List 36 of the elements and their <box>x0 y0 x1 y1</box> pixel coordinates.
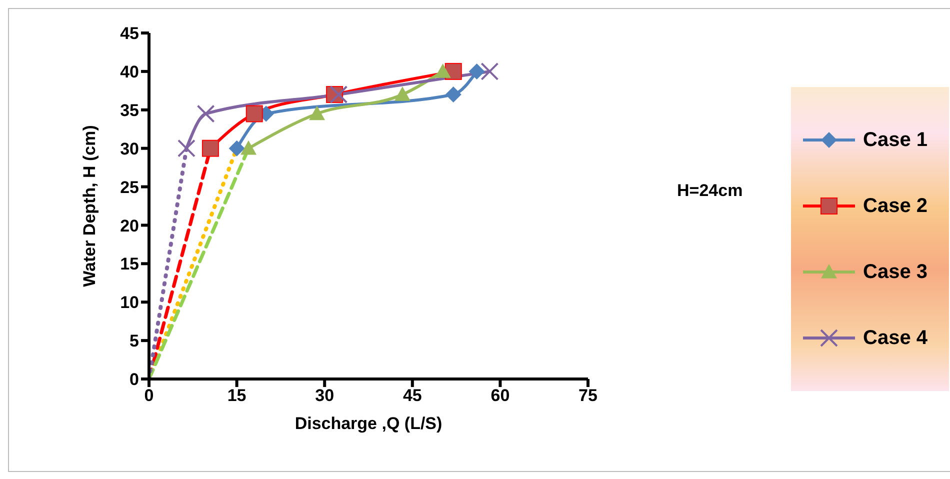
y-tick-label: 35 <box>120 100 139 120</box>
y-tick-label: 30 <box>120 139 139 158</box>
y-tick-label: 15 <box>120 254 139 274</box>
point <box>246 105 263 122</box>
y-tick-label: 45 <box>120 24 139 44</box>
x-axis-title: Discharge ,Q (L/S) <box>294 414 442 433</box>
point <box>202 140 219 157</box>
point <box>240 140 257 155</box>
legend-label: Case 2 <box>862 194 928 218</box>
point <box>445 86 462 103</box>
y-axis-title: Water Depth, H (cm) <box>80 125 100 287</box>
x-tick-label: 30 <box>315 386 334 406</box>
point <box>228 140 245 156</box>
x-tick-label: 75 <box>578 386 598 406</box>
point <box>394 86 410 101</box>
point <box>177 139 196 158</box>
y-tick-label: 40 <box>120 62 139 82</box>
point <box>468 63 485 80</box>
x-tick-label: 45 <box>402 386 422 406</box>
x-tick-label: 60 <box>490 386 510 406</box>
y-tick-label: 0 <box>130 370 139 390</box>
y-tick-label: 5 <box>130 332 139 351</box>
point <box>480 62 499 80</box>
y-tick-label: 10 <box>120 293 139 312</box>
y-tick-label: 20 <box>120 216 139 236</box>
x-tick-label: 0 <box>144 386 154 406</box>
point <box>308 106 325 120</box>
point <box>330 86 348 104</box>
y-tick-label: 25 <box>120 178 139 197</box>
point <box>434 63 451 78</box>
legend-label: Case 1 <box>862 128 928 152</box>
legend-label: Case 3 <box>862 260 928 284</box>
point <box>196 104 215 123</box>
x-tick-label: 15 <box>227 386 246 406</box>
legend-label: Case 4 <box>862 326 928 350</box>
text: H=24cm <box>677 181 743 201</box>
